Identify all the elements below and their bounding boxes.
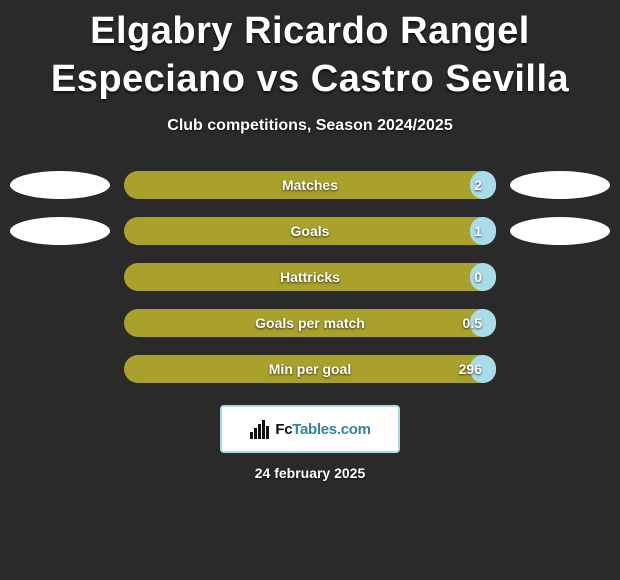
stat-row: Goals 1 xyxy=(10,217,610,245)
stat-row: Min per goal 296 xyxy=(10,355,610,383)
stat-label: Goals xyxy=(291,223,330,239)
right-oval xyxy=(510,171,610,199)
stat-value-right: 296 xyxy=(459,361,482,377)
stat-bar: Goals 1 xyxy=(124,217,496,245)
stat-bar: Matches 2 xyxy=(124,171,496,199)
stat-bar: Goals per match 0.5 xyxy=(124,309,496,337)
stat-bar: Hattricks 0 xyxy=(124,263,496,291)
fctables-logo: FcTables.com xyxy=(220,405,400,453)
stat-bar: Min per goal 296 xyxy=(124,355,496,383)
right-oval xyxy=(510,217,610,245)
left-oval xyxy=(10,217,110,245)
stat-label: Goals per match xyxy=(255,315,365,331)
stat-label: Min per goal xyxy=(269,361,351,377)
stat-row: Hattricks 0 xyxy=(10,263,610,291)
logo-text: FcTables.com xyxy=(275,421,370,438)
stat-label: Hattricks xyxy=(280,269,340,285)
stats-rows: Matches 2 Goals 1 Hattricks 0 Goals per match 0… xyxy=(10,171,610,383)
logo-bars-icon xyxy=(249,418,271,440)
stat-value-right: 0.5 xyxy=(463,315,482,331)
stat-value-right: 1 xyxy=(474,223,482,239)
stat-row: Goals per match 0.5 xyxy=(10,309,610,337)
stat-value-right: 0 xyxy=(474,269,482,285)
stat-value-right: 2 xyxy=(474,177,482,193)
stat-row: Matches 2 xyxy=(10,171,610,199)
page-title: Elgabry Ricardo Rangel Especiano vs Cast… xyxy=(10,8,610,103)
subtitle: Club competitions, Season 2024/2025 xyxy=(10,117,610,135)
stat-label: Matches xyxy=(282,177,338,193)
left-oval xyxy=(10,171,110,199)
date-label: 24 february 2025 xyxy=(10,465,610,481)
